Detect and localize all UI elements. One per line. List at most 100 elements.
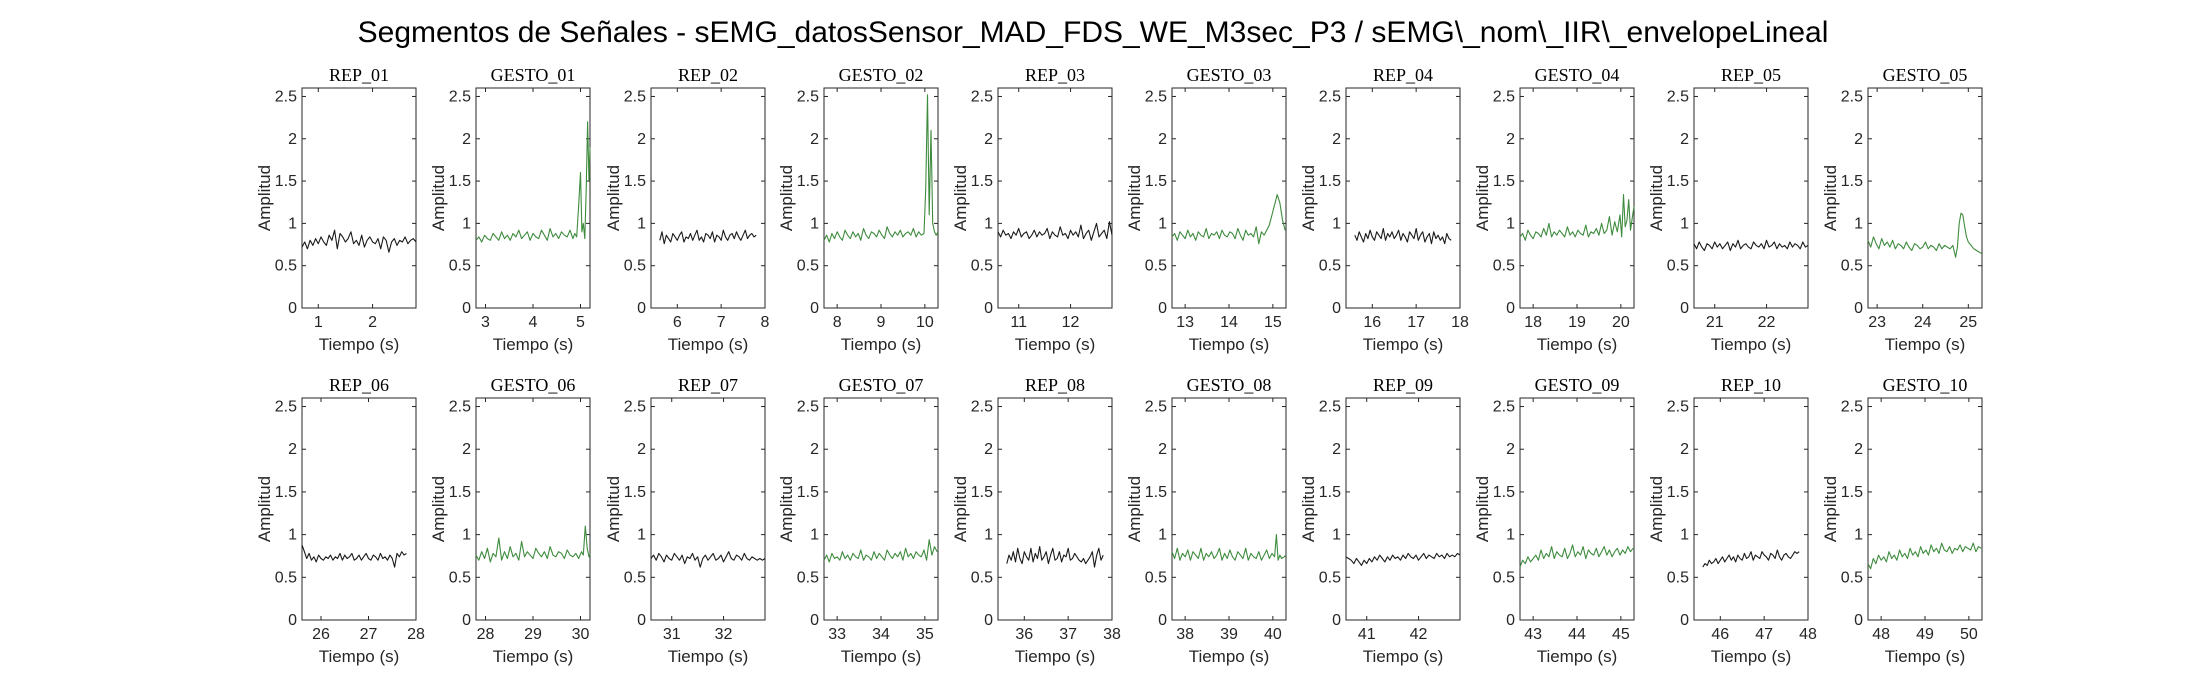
x-axis-label: Tiempo (s) (1363, 647, 1444, 666)
y-axis-label: Amplitud (1821, 476, 1840, 542)
y-tick-label: 1.5 (797, 484, 819, 501)
gesto-signal-line (475, 121, 591, 243)
x-tick-label: 42 (1410, 626, 1428, 643)
y-tick-label: 0.5 (624, 569, 646, 586)
y-tick-label: 0 (984, 300, 993, 317)
plot-area (1345, 397, 1461, 621)
subplot-rep-07: REP_07 0 0.5 1 1.5 2 2.5 31 32 Tiempo (s) Amplitud (604, 375, 766, 666)
subplot-title: GESTO_02 (839, 65, 924, 85)
plot-area (1171, 397, 1287, 621)
y-tick-label: 0 (984, 612, 993, 629)
y-tick-label: 1.5 (797, 173, 819, 190)
subplot-gesto-03: GESTO_03 0 0.5 1 1.5 2 2.5 13 14 15 Tiempo (s) Ampl… (1125, 65, 1287, 354)
x-tick-label: 43 (1524, 626, 1542, 643)
gesto-signal-line (1171, 194, 1286, 245)
y-tick-label: 2.5 (1667, 88, 1689, 105)
y-tick-label: 0.5 (971, 258, 993, 275)
plot-area (1693, 87, 1809, 309)
subplot-title: REP_02 (678, 65, 738, 85)
y-tick-label: 2 (288, 441, 297, 458)
x-tick-label: 20 (1612, 314, 1630, 331)
x-tick-label: 19 (1568, 314, 1586, 331)
x-tick-label: 29 (524, 626, 542, 643)
x-tick-label: 5 (576, 314, 585, 331)
x-axis-label: Tiempo (s) (319, 335, 400, 354)
y-tick-label: 2.5 (1493, 399, 1515, 416)
y-axis-label: Amplitud (777, 476, 796, 542)
y-tick-label: 2 (1506, 131, 1515, 148)
y-tick-label: 1.5 (449, 484, 471, 501)
y-tick-label: 1.5 (1319, 484, 1341, 501)
x-axis-label: Tiempo (s) (668, 335, 749, 354)
subplot-rep-05: REP_05 0 0.5 1 1.5 2 2.5 21 22 Tiempo (s) Amplitud (1647, 65, 1809, 354)
y-tick-label: 1.5 (1145, 173, 1167, 190)
y-tick-label: 1 (637, 215, 646, 232)
x-axis-label: Tiempo (s) (1885, 335, 1966, 354)
y-tick-label: 1 (984, 215, 993, 232)
y-tick-label: 0 (810, 612, 819, 629)
plot-area (1519, 397, 1635, 621)
y-axis-label: Amplitud (1647, 476, 1666, 542)
y-tick-label: 2 (1332, 131, 1341, 148)
x-tick-label: 44 (1568, 626, 1586, 643)
x-axis-label: Tiempo (s) (1015, 335, 1096, 354)
y-tick-label: 2 (1158, 441, 1167, 458)
plot-area (475, 87, 591, 309)
y-tick-label: 1 (1332, 527, 1341, 544)
plot-area (1345, 87, 1461, 309)
y-tick-label: 2.5 (797, 88, 819, 105)
subplot-rep-01: REP_01 0 0.5 1 1.5 2 2.5 1 2 Tiempo (s) Amplitud (255, 65, 417, 354)
x-tick-label: 37 (1059, 626, 1077, 643)
x-tick-label: 30 (572, 626, 590, 643)
y-tick-label: 0.5 (1667, 569, 1689, 586)
y-tick-label: 1.5 (1493, 173, 1515, 190)
x-tick-label: 23 (1868, 314, 1886, 331)
y-tick-label: 1.5 (449, 173, 471, 190)
y-tick-label: 2 (1506, 441, 1515, 458)
x-tick-label: 21 (1706, 314, 1724, 331)
x-tick-label: 14 (1220, 314, 1238, 331)
x-tick-label: 18 (1524, 314, 1542, 331)
y-tick-label: 2.5 (1841, 88, 1863, 105)
x-tick-label: 41 (1358, 626, 1376, 643)
rep-signal-line (1345, 552, 1461, 566)
y-tick-label: 0 (462, 612, 471, 629)
y-tick-label: 0 (1854, 300, 1863, 317)
y-tick-label: 0.5 (1841, 569, 1863, 586)
y-tick-label: 0.5 (1493, 569, 1515, 586)
plot-area (1519, 87, 1635, 309)
x-axis-label: Tiempo (s) (493, 335, 574, 354)
subplot-title: REP_04 (1373, 65, 1433, 85)
y-tick-label: 0.5 (797, 258, 819, 275)
y-axis-label: Amplitud (1473, 165, 1492, 231)
gesto-signal-line (1519, 544, 1634, 568)
x-tick-label: 18 (1451, 314, 1469, 331)
y-tick-label: 1 (984, 527, 993, 544)
y-tick-label: 0.5 (275, 258, 297, 275)
y-tick-label: 2.5 (971, 399, 993, 416)
y-tick-label: 2.5 (449, 88, 471, 105)
x-tick-label: 35 (916, 626, 934, 643)
y-axis-label: Amplitud (777, 165, 796, 231)
x-tick-label: 33 (828, 626, 846, 643)
x-tick-label: 31 (663, 626, 681, 643)
x-axis-label: Tiempo (s) (1189, 647, 1270, 666)
gesto-signal-line (823, 539, 938, 563)
subplot-title: GESTO_05 (1883, 65, 1968, 85)
plot-area (1171, 87, 1287, 309)
subplot-rep-10: REP_10 0 0.5 1 1.5 2 2.5 46 47 48 Tiempo (s) Amplit… (1647, 375, 1817, 666)
y-tick-label: 1.5 (971, 484, 993, 501)
subplot-rep-08: REP_08 0 0.5 1 1.5 2 2.5 36 37 38 Tiempo (s) Amplit… (951, 375, 1121, 666)
x-tick-label: 39 (1220, 626, 1238, 643)
x-tick-label: 48 (1799, 626, 1817, 643)
y-tick-label: 0 (1506, 612, 1515, 629)
x-tick-label: 12 (1062, 314, 1080, 331)
y-tick-label: 2 (1854, 131, 1863, 148)
x-axis-label: Tiempo (s) (493, 647, 574, 666)
rep-signal-line (301, 544, 407, 568)
x-tick-label: 38 (1176, 626, 1194, 643)
y-tick-label: 2 (984, 131, 993, 148)
y-tick-label: 1.5 (624, 484, 646, 501)
